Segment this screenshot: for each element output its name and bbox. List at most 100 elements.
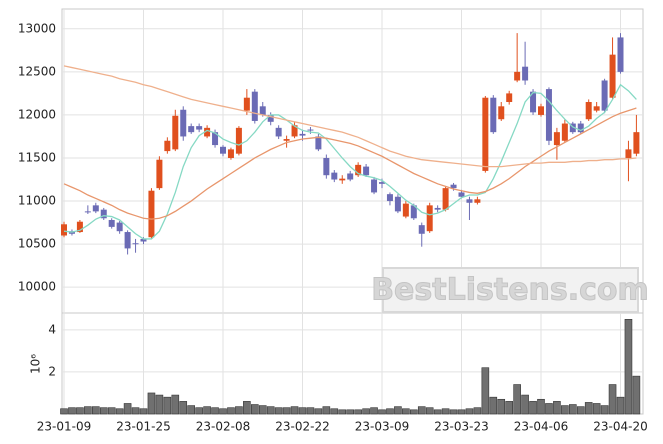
- volume-bar: [378, 409, 386, 415]
- volume-bar: [632, 375, 641, 415]
- volume-bar: [290, 406, 299, 415]
- volume-bar: [354, 409, 362, 415]
- candle-body: [522, 66, 529, 81]
- volume-bar: [322, 406, 331, 415]
- volume-bar: [370, 407, 378, 415]
- candle-body: [561, 123, 568, 141]
- volume-bar: [107, 407, 116, 415]
- volume-axis-label: 10⁶: [29, 354, 43, 374]
- volume-bar: [584, 402, 593, 415]
- volume-bar: [131, 407, 140, 415]
- candle-body: [474, 199, 481, 203]
- candle-body: [371, 179, 378, 193]
- candle-body: [164, 140, 171, 152]
- candle-body: [569, 123, 576, 133]
- candle-body: [514, 71, 521, 81]
- candle-body: [76, 221, 83, 233]
- volume-bar: [529, 401, 537, 415]
- candle-body: [498, 106, 505, 120]
- candle-body: [466, 199, 473, 203]
- x-tick-label: 23-04-06: [514, 420, 568, 434]
- candle-body: [490, 97, 497, 133]
- candle-body: [577, 123, 584, 133]
- volume-bar: [433, 409, 442, 415]
- volume-bar: [409, 409, 418, 415]
- candle-body: [243, 97, 250, 111]
- volume-bar: [362, 408, 370, 415]
- candle-body: [379, 182, 385, 184]
- moving-average-line: [63, 65, 637, 168]
- y-tick-label: 11500: [18, 150, 56, 164]
- candle-body: [180, 109, 187, 137]
- candle-body: [291, 125, 298, 137]
- volume-bar: [139, 408, 148, 415]
- candle-body: [506, 93, 513, 103]
- x-tick-label: 23-03-23: [434, 420, 488, 434]
- candle-body: [204, 127, 211, 137]
- volume-bar: [386, 408, 394, 415]
- volume-bar: [481, 367, 490, 415]
- candle-body: [84, 211, 91, 213]
- candle-body: [593, 106, 600, 111]
- candle-body: [212, 132, 219, 146]
- candle-body: [61, 224, 67, 236]
- volume-bar: [84, 406, 92, 415]
- volume-bar: [76, 407, 84, 415]
- candle-body: [259, 106, 266, 115]
- volume-bar: [576, 406, 585, 415]
- candle-body: [100, 209, 107, 219]
- candle-body: [609, 54, 616, 98]
- candle-body: [307, 129, 314, 131]
- candle-body: [299, 133, 306, 136]
- watermark-box: BestListens.com: [371, 267, 649, 313]
- candle-body: [92, 205, 99, 212]
- volume-bar: [163, 396, 172, 415]
- candle-body: [172, 115, 179, 150]
- volume-bar: [123, 403, 132, 415]
- volume-bar: [211, 407, 219, 415]
- candle-body: [458, 192, 465, 197]
- candle-body: [235, 127, 242, 154]
- volume-bar: [179, 401, 188, 415]
- candle-body: [394, 196, 401, 212]
- candle-body: [553, 132, 560, 146]
- volume-bar: [306, 407, 315, 415]
- volume-bar: [258, 405, 267, 415]
- volume-bar: [266, 406, 275, 415]
- volume-bar: [243, 401, 251, 415]
- candle-body: [283, 139, 290, 141]
- y-tick-label: 12500: [18, 64, 56, 78]
- x-tick-label: 23-02-22: [275, 420, 329, 434]
- volume-bar: [171, 394, 180, 415]
- volume-bar: [60, 408, 68, 415]
- candle-body: [331, 172, 338, 180]
- volume-bar: [235, 406, 243, 415]
- volume-bar: [592, 403, 601, 415]
- volume-bar: [513, 384, 521, 415]
- volume-bar: [497, 398, 506, 415]
- volume-bar: [394, 406, 402, 415]
- candle-body: [538, 106, 544, 115]
- candle-body: [315, 136, 322, 150]
- volume-bar: [521, 394, 529, 415]
- volume-bar: [68, 407, 76, 415]
- volume-bar: [417, 406, 426, 415]
- candle-body: [124, 232, 131, 249]
- candle-body: [251, 91, 258, 121]
- candle-body: [410, 205, 417, 219]
- candle-body: [617, 37, 624, 72]
- volume-bar: [457, 409, 466, 415]
- volume-bar: [441, 408, 450, 415]
- candle-body: [585, 102, 592, 120]
- candle-body: [196, 126, 203, 130]
- volume-bar: [203, 406, 211, 415]
- y-tick-label: 2: [48, 364, 56, 378]
- candle-body: [116, 222, 123, 232]
- volume-bar: [99, 407, 108, 415]
- volume-bar: [600, 405, 609, 415]
- volume-bar: [489, 396, 498, 415]
- volume-bar: [568, 404, 577, 415]
- candle-body: [530, 91, 537, 113]
- volume-bar: [402, 408, 410, 415]
